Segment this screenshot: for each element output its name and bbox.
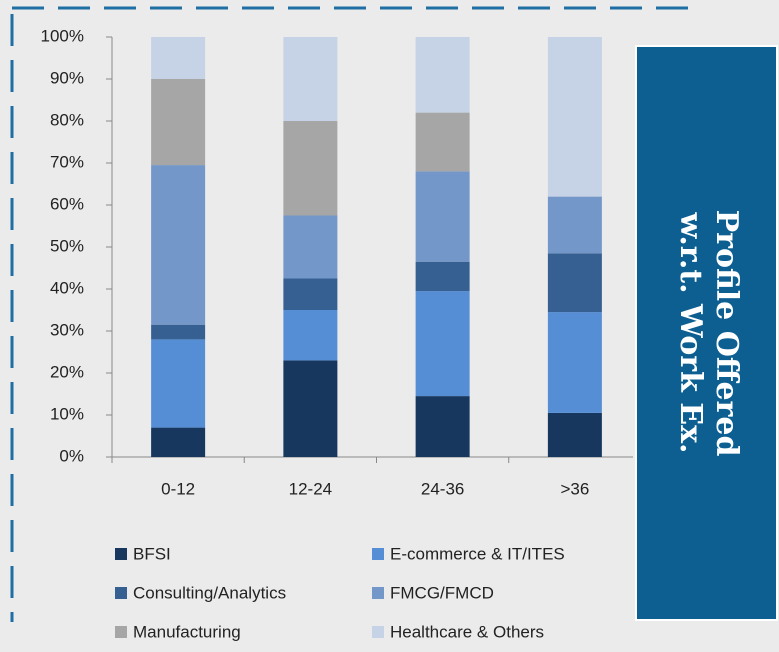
bar-segment <box>283 121 338 216</box>
y-tick-label: 80% <box>50 110 84 129</box>
y-tick-label: 30% <box>50 320 84 339</box>
y-tick-label: 50% <box>50 236 84 255</box>
bar-segment <box>151 37 206 79</box>
bar-segment <box>151 79 206 166</box>
bar-segment <box>547 37 602 197</box>
y-tick-label: 0% <box>59 446 84 465</box>
y-tick-label: 70% <box>50 152 84 171</box>
y-tick-label: 100% <box>41 26 84 45</box>
legend-label: E-commerce & IT/ITES <box>390 544 565 563</box>
legend-swatch <box>372 626 384 638</box>
bar-segment <box>547 196 602 254</box>
chart-title: Profile Offered <box>709 210 744 457</box>
chart-title: w.r.t. Work Ex. <box>673 212 708 454</box>
bar-segment <box>283 278 338 310</box>
bar-segment <box>415 261 470 292</box>
bar-segment <box>415 291 470 397</box>
bar-segment <box>151 165 206 325</box>
y-tick-label: 20% <box>50 362 84 381</box>
bar-segment <box>151 339 206 428</box>
legend-swatch <box>372 548 384 560</box>
bar-segment <box>415 112 470 172</box>
x-tick-label: 0-12 <box>161 479 195 498</box>
legend-label: BFSI <box>133 544 171 563</box>
bar-segment <box>415 37 470 113</box>
title-group: Profile Offered w.r.t. Work Ex. <box>673 210 744 457</box>
bar-segment <box>283 215 338 279</box>
x-tick-label: 12-24 <box>289 479 332 498</box>
x-tick-label: >36 <box>560 479 589 498</box>
x-tick-label: 24-36 <box>421 479 464 498</box>
legend-swatch <box>115 626 127 638</box>
bar-segment <box>415 396 470 457</box>
bar-segment <box>283 360 338 457</box>
legend-label: FMCG/FMCD <box>390 583 494 602</box>
y-tick-label: 40% <box>50 278 84 297</box>
bar-segment <box>151 324 206 340</box>
legend-swatch <box>372 587 384 599</box>
bar-segment <box>283 310 338 361</box>
bar-segment <box>547 412 602 457</box>
legend-swatch <box>115 587 127 599</box>
legend-label: Healthcare & Others <box>390 622 544 641</box>
y-tick-label: 60% <box>50 194 84 213</box>
title-panel <box>635 45 778 621</box>
bar-segment <box>547 253 602 313</box>
y-tick-label: 10% <box>50 404 84 423</box>
y-tick-label: 90% <box>50 68 84 87</box>
legend-label: Consulting/Analytics <box>133 583 286 602</box>
bar-segment <box>415 171 470 262</box>
bar-segment <box>547 312 602 413</box>
legend-swatch <box>115 548 127 560</box>
legend-label: Manufacturing <box>133 622 241 641</box>
bar-segment <box>283 37 338 121</box>
bar-segment <box>151 427 206 457</box>
